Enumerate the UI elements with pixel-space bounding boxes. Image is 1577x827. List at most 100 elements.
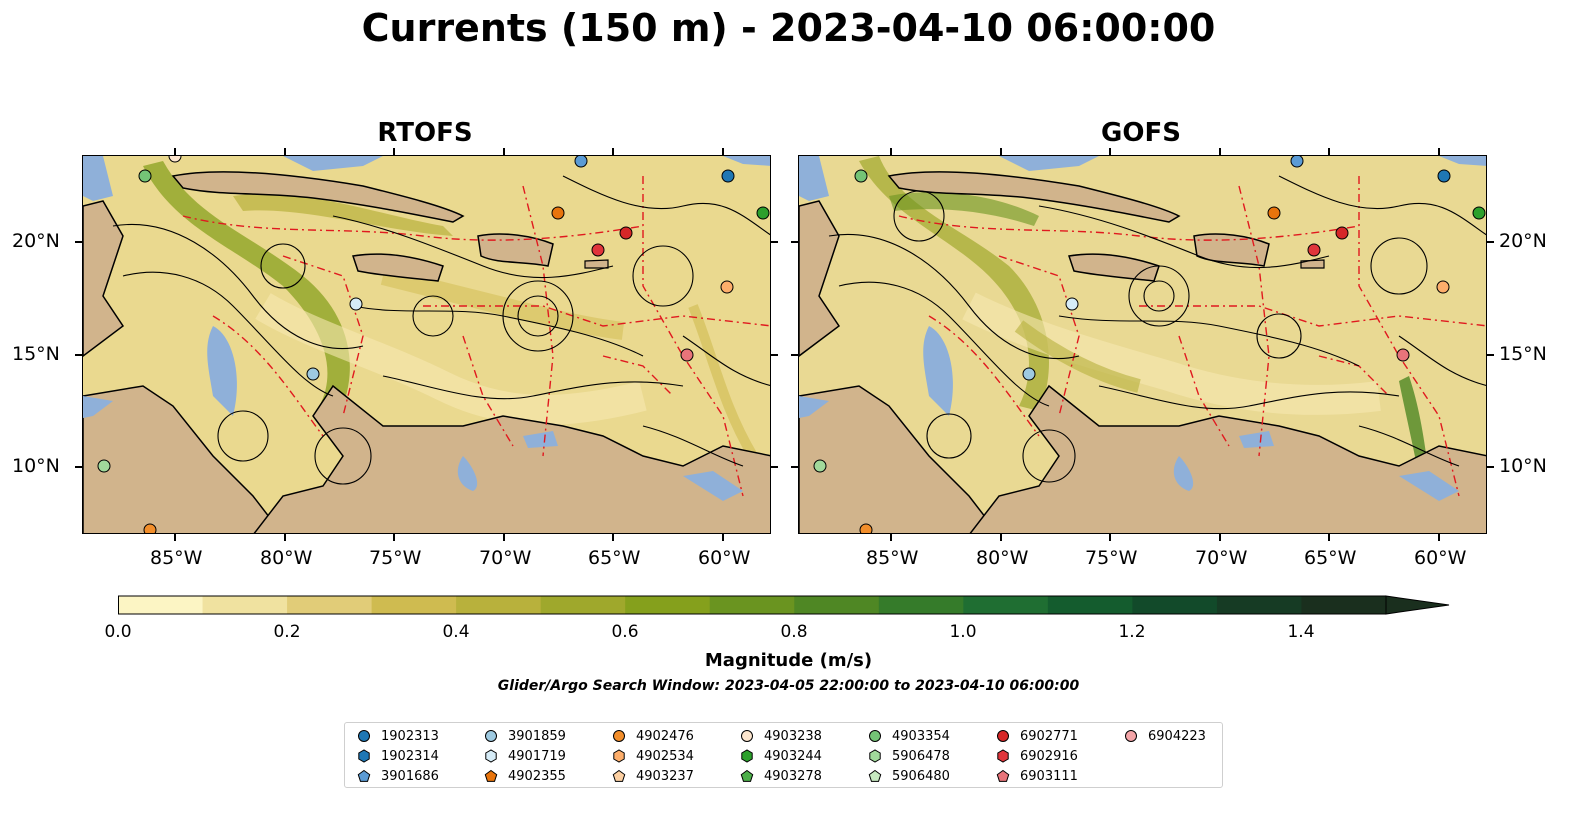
lat-label: 15°N <box>12 343 60 365</box>
legend-label: 1902314 <box>381 748 439 764</box>
colorbar-segment <box>1047 596 1133 614</box>
pentagon-marker-icon <box>996 769 1010 782</box>
legend-item: 4902355 <box>484 767 566 785</box>
rtofs-map-svg <box>83 156 770 533</box>
legend-item: 4903238 <box>740 727 822 745</box>
gofs-current-map[interactable] <box>798 155 1487 534</box>
gofs-panel-title: GOFS <box>1101 118 1181 148</box>
lat-label: 20°N <box>12 230 60 252</box>
float-markers <box>813 156 1486 533</box>
lon-label: 70°W <box>1195 547 1248 569</box>
hexagon-marker-icon <box>358 749 370 763</box>
lon-label: 85°W <box>150 547 203 569</box>
colorbar-tick-label: 1.0 <box>949 622 977 642</box>
colorbar-segment <box>963 596 1049 614</box>
pentagon-marker-icon <box>868 769 882 782</box>
colorbar-segment <box>794 596 880 614</box>
colorbar-segment <box>1216 596 1302 614</box>
hexagon-marker-icon <box>741 749 753 763</box>
colorbar-segment <box>371 596 457 614</box>
circle-marker-icon <box>485 730 497 742</box>
legend-label: 4902534 <box>636 748 694 764</box>
legend-item: 4903244 <box>740 747 822 765</box>
pentagon-marker-icon <box>740 769 754 782</box>
lon-label: 80°W <box>260 547 313 569</box>
legend-item: 5906478 <box>868 747 950 765</box>
lon-label: 85°W <box>866 547 919 569</box>
legend-item: 6904223 <box>1124 727 1206 745</box>
figure-title: Currents (150 m) - 2023-04-10 06:00:00 <box>361 6 1216 50</box>
streamlines <box>112 175 770 485</box>
legend-label: 3901859 <box>508 728 566 744</box>
legend-label: 6904223 <box>1148 728 1206 744</box>
float-legend: 1902313 1902314 3901686 3901859 4901719 49023… <box>344 722 1223 788</box>
circle-marker-icon <box>741 730 753 742</box>
hexagon-marker-icon <box>869 749 881 763</box>
colorbar-outline <box>118 595 1386 615</box>
legend-item: 1902314 <box>357 747 439 765</box>
colorbar-tick-label: 0.2 <box>273 622 301 642</box>
colorbar-tick-label: 0.8 <box>780 622 808 642</box>
lon-label: 65°W <box>588 547 641 569</box>
legend-label: 4903354 <box>892 728 950 744</box>
legend-item: 4902476 <box>612 727 694 745</box>
lon-label: 80°W <box>976 547 1029 569</box>
legend-item: 3901859 <box>484 727 566 745</box>
lon-label: 75°W <box>1085 547 1138 569</box>
legend-label: 4903238 <box>764 728 822 744</box>
legend-label: 6902916 <box>1020 748 1078 764</box>
colorbar-extend-arrow <box>1385 595 1450 615</box>
legend-item: 1902313 <box>357 727 439 745</box>
legend-item: 6903111 <box>996 767 1078 785</box>
shallow-water <box>799 156 1486 501</box>
legend-label: 6903111 <box>1020 768 1078 784</box>
float-markers <box>97 156 770 533</box>
legend-item: 4903237 <box>612 767 694 785</box>
colorbar-title: Magnitude (m/s) <box>704 650 873 671</box>
colorbar-tick-label: 0.0 <box>104 622 132 642</box>
lat-label: 10°N <box>1499 455 1547 477</box>
legend-label: 4902355 <box>508 768 566 784</box>
lon-label: 60°W <box>1414 547 1467 569</box>
colorbar-tick-label: 0.6 <box>611 622 639 642</box>
lon-label: 60°W <box>698 547 751 569</box>
lat-label: 20°N <box>1499 230 1547 252</box>
colorbar-segment <box>1132 596 1218 614</box>
colorbar-segment <box>287 596 373 614</box>
lat-label: 15°N <box>1499 343 1547 365</box>
circle-marker-icon <box>358 730 370 742</box>
legend-item: 6902916 <box>996 747 1078 765</box>
rtofs-panel-title: RTOFS <box>377 118 473 148</box>
pentagon-marker-icon <box>612 769 626 782</box>
legend-label: 5906478 <box>892 748 950 764</box>
colorbar-tick-label: 1.2 <box>1118 622 1146 642</box>
rtofs-current-map[interactable] <box>82 155 771 534</box>
lat-label: 10°N <box>12 455 60 477</box>
legend-item: 4902534 <box>612 747 694 765</box>
legend-label: 4903244 <box>764 748 822 764</box>
colorbar-segment <box>709 596 795 614</box>
colorbar-segment <box>456 596 542 614</box>
circle-marker-icon <box>613 730 625 742</box>
legend-item: 4903354 <box>868 727 950 745</box>
lon-label: 75°W <box>369 547 422 569</box>
colorbar-tick-label: 1.4 <box>1287 622 1315 642</box>
streamlines <box>828 175 1486 483</box>
colorbar-segment <box>1301 596 1387 614</box>
pentagon-marker-icon <box>357 769 371 782</box>
land-masses <box>83 171 770 533</box>
legend-label: 6902771 <box>1020 728 1078 744</box>
colorbar-tick-label: 0.4 <box>442 622 470 642</box>
circle-marker-icon <box>997 730 1009 742</box>
hexagon-marker-icon <box>997 749 1009 763</box>
colorbar-segment <box>202 596 288 614</box>
hexagon-marker-icon <box>613 749 625 763</box>
colorbar-segment <box>625 596 711 614</box>
circle-marker-icon <box>869 730 881 742</box>
magnitude-colorbar <box>118 595 1450 615</box>
legend-item: 6902771 <box>996 727 1078 745</box>
eez-boundaries <box>182 176 770 497</box>
legend-label: 4903278 <box>764 768 822 784</box>
hexagon-marker-icon <box>485 749 497 763</box>
land-masses <box>799 171 1486 533</box>
